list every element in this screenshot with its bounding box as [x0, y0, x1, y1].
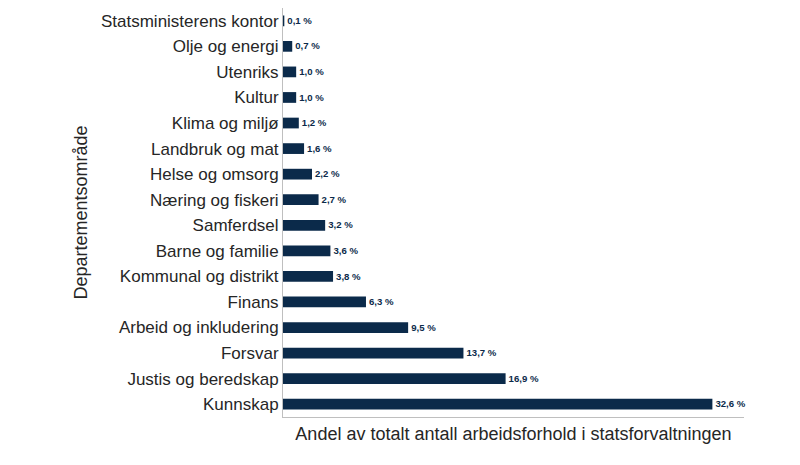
svg-text:Helse og omsorg: Helse og omsorg: [150, 165, 279, 184]
svg-text:Arbeid og inkludering: Arbeid og inkludering: [119, 318, 279, 337]
svg-text:0,1 %: 0,1 %: [287, 15, 312, 26]
svg-text:Kommunal og distrikt: Kommunal og distrikt: [120, 267, 279, 286]
svg-text:3,2 %: 3,2 %: [328, 219, 353, 230]
svg-text:Kunnskap: Kunnskap: [203, 395, 279, 414]
svg-text:Justis og beredskap: Justis og beredskap: [127, 370, 278, 389]
svg-text:32,6 %: 32,6 %: [715, 398, 745, 409]
svg-text:13,7 %: 13,7 %: [466, 347, 496, 358]
svg-text:0,7 %: 0,7 %: [295, 40, 320, 51]
svg-text:2,2 %: 2,2 %: [315, 168, 340, 179]
svg-text:Statsministerens kontor: Statsministerens kontor: [101, 12, 279, 31]
svg-text:Kultur: Kultur: [234, 88, 279, 107]
svg-text:1,0 %: 1,0 %: [299, 66, 324, 77]
svg-text:3,8 %: 3,8 %: [336, 271, 361, 282]
svg-text:3,6 %: 3,6 %: [333, 245, 358, 256]
svg-text:Departementsområde: Departementsområde: [71, 125, 91, 299]
svg-text:Finans: Finans: [228, 293, 279, 312]
svg-text:9,5 %: 9,5 %: [411, 322, 436, 333]
svg-text:2,7 %: 2,7 %: [322, 194, 347, 205]
svg-text:Landbruk og mat: Landbruk og mat: [151, 140, 279, 159]
svg-text:1,0 %: 1,0 %: [299, 92, 324, 103]
svg-text:Andel av totalt antall arbeids: Andel av totalt antall arbeidsforhold i …: [295, 424, 731, 444]
svg-text:16,9 %: 16,9 %: [509, 373, 539, 384]
svg-text:Forsvar: Forsvar: [221, 344, 279, 363]
svg-text:Barne og familie: Barne og familie: [156, 242, 279, 261]
svg-text:Klima og miljø: Klima og miljø: [172, 114, 279, 133]
svg-text:Samferdsel: Samferdsel: [193, 216, 279, 235]
svg-text:Olje og energi: Olje og energi: [173, 37, 279, 56]
svg-text:Utenriks: Utenriks: [216, 63, 278, 82]
svg-text:1,6 %: 1,6 %: [307, 143, 332, 154]
svg-text:1,2 %: 1,2 %: [302, 117, 327, 128]
svg-text:6,3 %: 6,3 %: [369, 296, 394, 307]
svg-text:Næring og fiskeri: Næring og fiskeri: [150, 191, 279, 210]
